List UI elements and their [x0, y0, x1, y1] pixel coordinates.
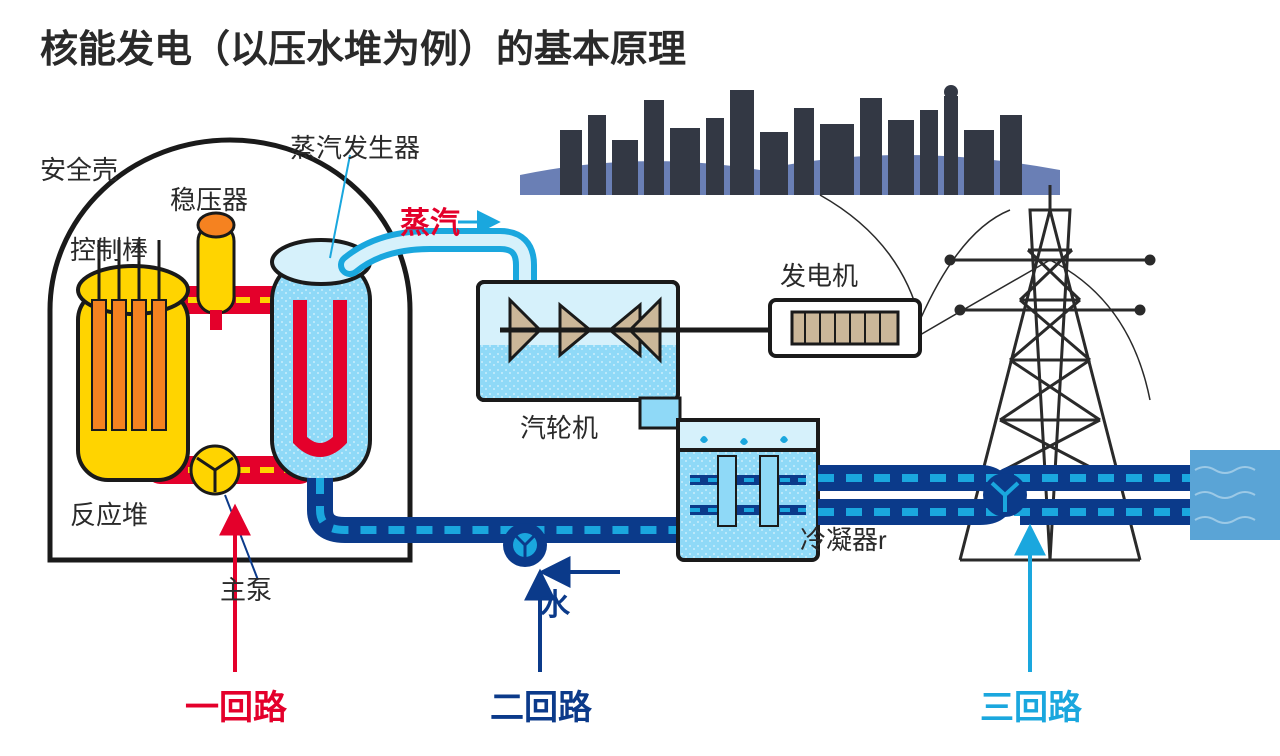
power-lines — [820, 195, 1150, 400]
label-main-pump: 主泵 — [220, 570, 272, 607]
label-steam: 蒸汽 — [400, 198, 460, 242]
secondary-feedwater-line — [320, 478, 680, 567]
reactor-vessel — [78, 240, 188, 480]
label-control-rods: 控制棒 — [70, 230, 148, 267]
label-generator: 发电机 — [780, 256, 858, 293]
generator — [770, 300, 920, 356]
label-condenser: 冷凝器r — [800, 520, 887, 557]
diagram-stage: 核能发电（以压水堆为例）的基本原理 安全壳 稳压器 控制棒 蒸汽发生器 反应堆 … — [0, 0, 1280, 756]
label-loop1: 一回路 — [185, 680, 287, 729]
label-water: 水 — [540, 580, 570, 624]
label-steam-generator: 蒸汽发生器 — [290, 128, 420, 165]
secondary-steam-line — [350, 240, 525, 285]
city-skyline — [520, 85, 1060, 195]
label-turbine: 汽轮机 — [520, 408, 598, 445]
label-reactor: 反应堆 — [70, 495, 148, 532]
diagram-title: 核能发电（以压水堆为例）的基本原理 — [40, 18, 686, 73]
label-containment: 安全壳 — [40, 150, 118, 187]
diagram-svg — [0, 0, 1280, 756]
label-loop3: 三回路 — [980, 680, 1082, 729]
main-pump — [191, 446, 239, 494]
label-pressurizer: 稳压器 — [170, 180, 248, 217]
condenser — [678, 420, 818, 560]
steam-generator — [272, 240, 370, 480]
label-loop2: 二回路 — [490, 680, 592, 729]
steam-turbine — [478, 282, 770, 428]
